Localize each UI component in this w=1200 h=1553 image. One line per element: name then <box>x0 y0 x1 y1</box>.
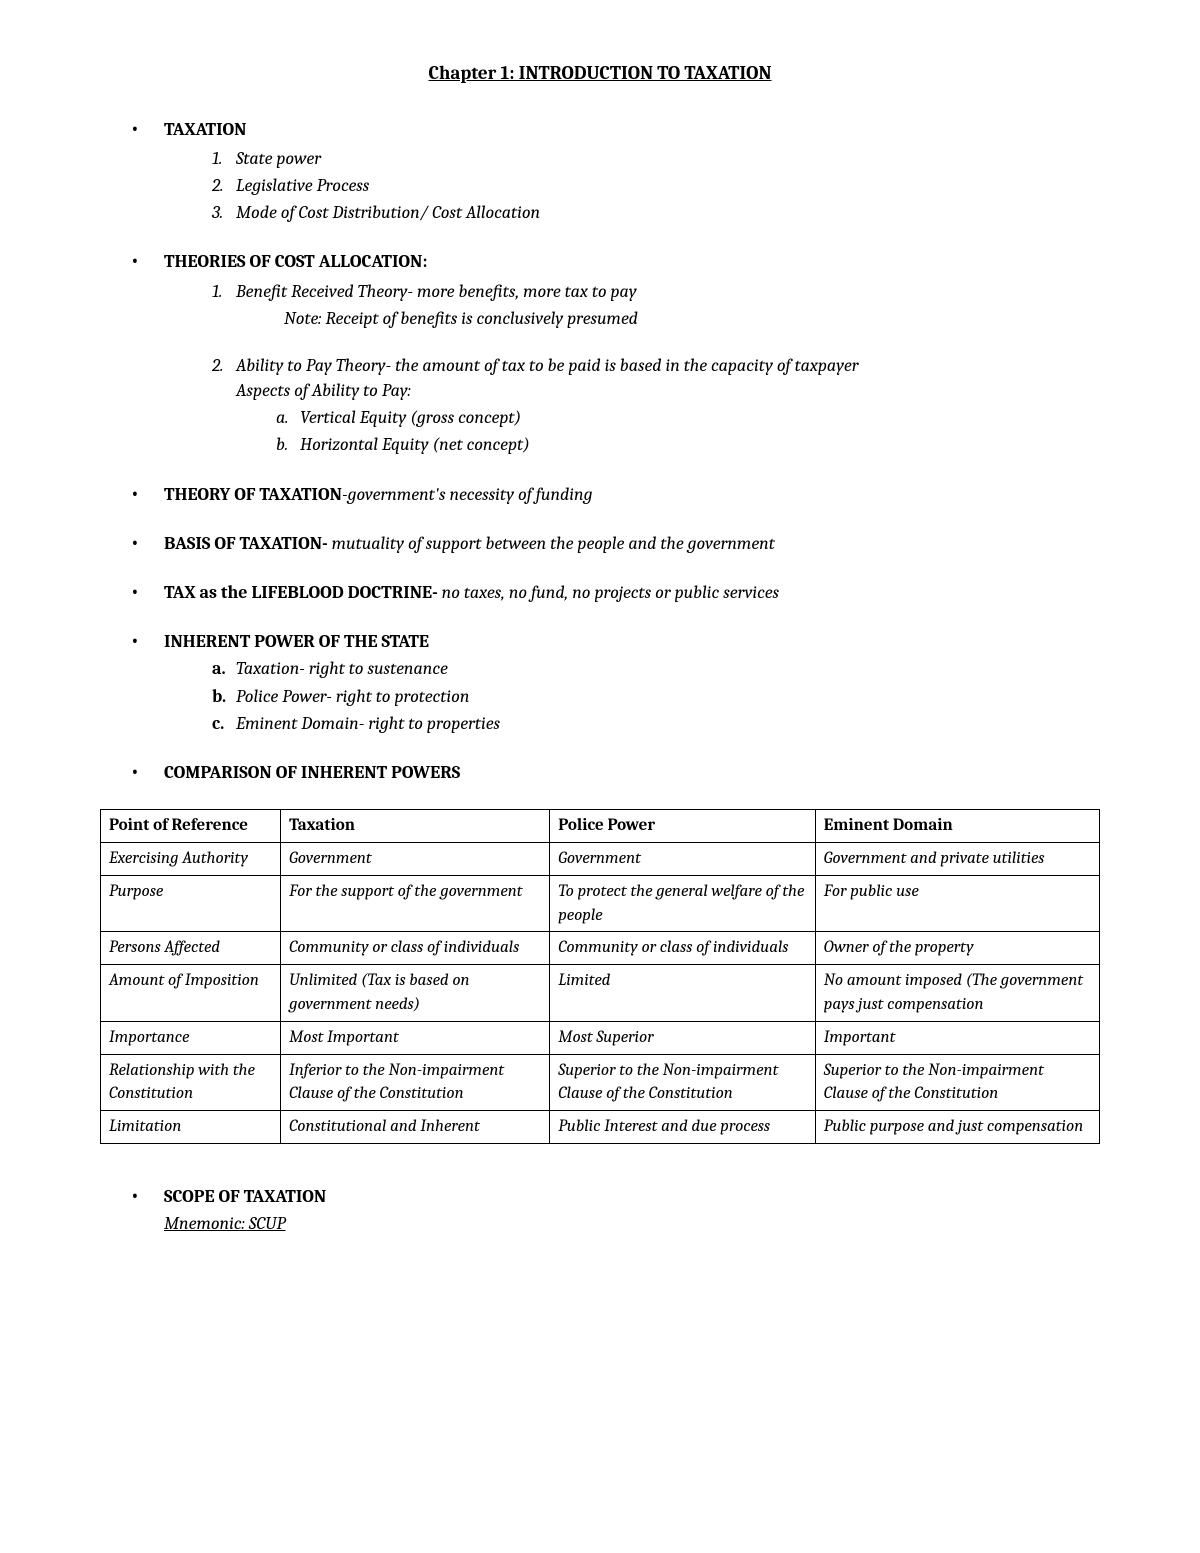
table-cell: Most Superior <box>550 1021 816 1054</box>
table-row: Exercising AuthorityGovernmentGovernment… <box>101 842 1100 875</box>
table-cell: Public Interest and due process <box>550 1111 816 1144</box>
table-cell: For public use <box>815 875 1099 932</box>
row-header-cell: Persons Affected <box>101 932 281 965</box>
bold-part: THEORY OF TAXATION <box>164 484 342 505</box>
table-row: Relationship with the ConstitutionInferi… <box>101 1054 1100 1111</box>
bold-part: BASIS OF TAXATION- <box>164 533 328 554</box>
aspects-list: a.Vertical Equity (gross concept) b.Hori… <box>236 405 1100 457</box>
table-cell: Inferior to the Non-impairment Clause of… <box>281 1054 550 1111</box>
row-header-cell: Limitation <box>101 1111 281 1144</box>
table-cell: For the support of the government <box>281 875 550 932</box>
item-text: Benefit Received Theory- more benefits, … <box>236 281 637 302</box>
note-text: Note: Receipt of benefits is conclusivel… <box>164 306 1100 331</box>
table-cell: Superior to the Non-impairment Clause of… <box>550 1054 816 1111</box>
col-header: Taxation <box>281 810 550 843</box>
heading-inherent: INHERENT POWER OF THE STATE <box>164 631 429 652</box>
table-cell: No amount imposed (The government pays j… <box>815 965 1099 1022</box>
table-header-row: Point of Reference Taxation Police Power… <box>101 810 1100 843</box>
table-cell: Constitutional and Inherent <box>281 1111 550 1144</box>
item-text: Ability to Pay Theory- the amount of tax… <box>236 355 859 376</box>
table-row: ImportanceMost ImportantMost SuperiorImp… <box>101 1021 1100 1054</box>
rest-part: no taxes, no fund, no projects or public… <box>438 582 779 603</box>
table-cell: Important <box>815 1021 1099 1054</box>
section-comparison: COMPARISON OF INHERENT POWERS <box>130 760 1100 785</box>
pre-part: TAX as the <box>164 582 252 603</box>
list-item: b.Police Power- right to protection <box>212 684 1100 709</box>
bold-part: LIFEBLOOD DOCTRINE- <box>252 582 438 603</box>
table-cell: Public purpose and just compensation <box>815 1111 1099 1144</box>
list-item: b.Horizontal Equity (net concept) <box>276 432 1100 457</box>
list-item: 2.Legislative Process <box>212 173 1100 198</box>
section-theories-cost: THEORIES OF COST ALLOCATION: 1.Benefit R… <box>130 249 1100 457</box>
section-inherent-power: INHERENT POWER OF THE STATE a.Taxation- … <box>130 629 1100 736</box>
list-item: 3.Mode of Cost Distribution/ Cost Alloca… <box>212 200 1100 225</box>
taxation-list: 1.State power 2.Legislative Process 3.Mo… <box>164 146 1100 226</box>
row-header-cell: Relationship with the Constitution <box>101 1054 281 1111</box>
list-item: c.Eminent Domain- right to properties <box>212 711 1100 736</box>
table-cell: Superior to the Non-impairment Clause of… <box>815 1054 1099 1111</box>
table-cell: Community or class of individuals <box>281 932 550 965</box>
list-item: 2.Ability to Pay Theory- the amount of t… <box>212 353 1100 458</box>
theories-list: 1.Benefit Received Theory- more benefits… <box>164 279 1100 304</box>
theories-list-2: 2.Ability to Pay Theory- the amount of t… <box>164 353 1100 458</box>
table-cell: Government and private utilities <box>815 842 1099 875</box>
col-header: Eminent Domain <box>815 810 1099 843</box>
rest-part: mutuality of support between the people … <box>328 533 775 554</box>
heading-scope: SCOPE OF TAXATION <box>164 1186 326 1207</box>
table-row: Amount of ImpositionUnlimited (Tax is ba… <box>101 965 1100 1022</box>
heading-comparison: COMPARISON OF INHERENT POWERS <box>164 762 460 783</box>
table-row: Persons AffectedCommunity or class of in… <box>101 932 1100 965</box>
col-header: Point of Reference <box>101 810 281 843</box>
item-text: Taxation- right to sustenance <box>236 658 448 679</box>
item-text: Vertical Equity (gross concept) <box>300 407 521 428</box>
rest-part: -government's necessity of funding <box>342 484 593 505</box>
table-cell: Limited <box>550 965 816 1022</box>
main-list-2: SCOPE OF TAXATION Mnemonic: SCUP <box>100 1184 1100 1236</box>
list-item: 1.Benefit Received Theory- more benefits… <box>212 279 1100 304</box>
table-cell: Community or class of individuals <box>550 932 816 965</box>
heading-taxation: TAXATION <box>164 119 247 140</box>
chapter-title: Chapter 1: INTRODUCTION TO TAXATION <box>100 60 1100 87</box>
row-header-cell: Purpose <box>101 875 281 932</box>
row-header-cell: Amount of Imposition <box>101 965 281 1022</box>
table-cell: Unlimited (Tax is based on government ne… <box>281 965 550 1022</box>
item-text: Legislative Process <box>236 175 369 196</box>
section-theory-taxation: THEORY OF TAXATION-government's necessit… <box>130 482 1100 507</box>
table-cell: To protect the general welfare of the pe… <box>550 875 816 932</box>
item-text: Police Power- right to protection <box>236 686 469 707</box>
section-basis-taxation: BASIS OF TAXATION- mutuality of support … <box>130 531 1100 556</box>
item-text: Mode of Cost Distribution/ Cost Allocati… <box>236 202 540 223</box>
comparison-table: Point of Reference Taxation Police Power… <box>100 809 1100 1144</box>
inherent-list: a.Taxation- right to sustenance b.Police… <box>164 656 1100 736</box>
item-text: State power <box>236 148 321 169</box>
mnemonic-text: Mnemonic: SCUP <box>164 1211 1100 1236</box>
list-item: 1.State power <box>212 146 1100 171</box>
main-list: TAXATION 1.State power 2.Legislative Pro… <box>100 117 1100 786</box>
row-header-cell: Importance <box>101 1021 281 1054</box>
item-text: Horizontal Equity (net concept) <box>300 434 530 455</box>
table-cell: Most Important <box>281 1021 550 1054</box>
table-cell: Government <box>550 842 816 875</box>
col-header: Police Power <box>550 810 816 843</box>
table-cell: Government <box>281 842 550 875</box>
table-row: LimitationConstitutional and InherentPub… <box>101 1111 1100 1144</box>
section-scope: SCOPE OF TAXATION Mnemonic: SCUP <box>130 1184 1100 1236</box>
aspects-label: Aspects of Ability to Pay: <box>236 378 1100 403</box>
list-item: a.Taxation- right to sustenance <box>212 656 1100 681</box>
item-text: Eminent Domain- right to properties <box>236 713 500 734</box>
table-row: PurposeFor the support of the government… <box>101 875 1100 932</box>
table-cell: Owner of the property <box>815 932 1099 965</box>
section-taxation: TAXATION 1.State power 2.Legislative Pro… <box>130 117 1100 226</box>
row-header-cell: Exercising Authority <box>101 842 281 875</box>
list-item: a.Vertical Equity (gross concept) <box>276 405 1100 430</box>
section-lifeblood: TAX as the LIFEBLOOD DOCTRINE- no taxes,… <box>130 580 1100 605</box>
heading-theories-cost: THEORIES OF COST ALLOCATION: <box>164 251 427 272</box>
